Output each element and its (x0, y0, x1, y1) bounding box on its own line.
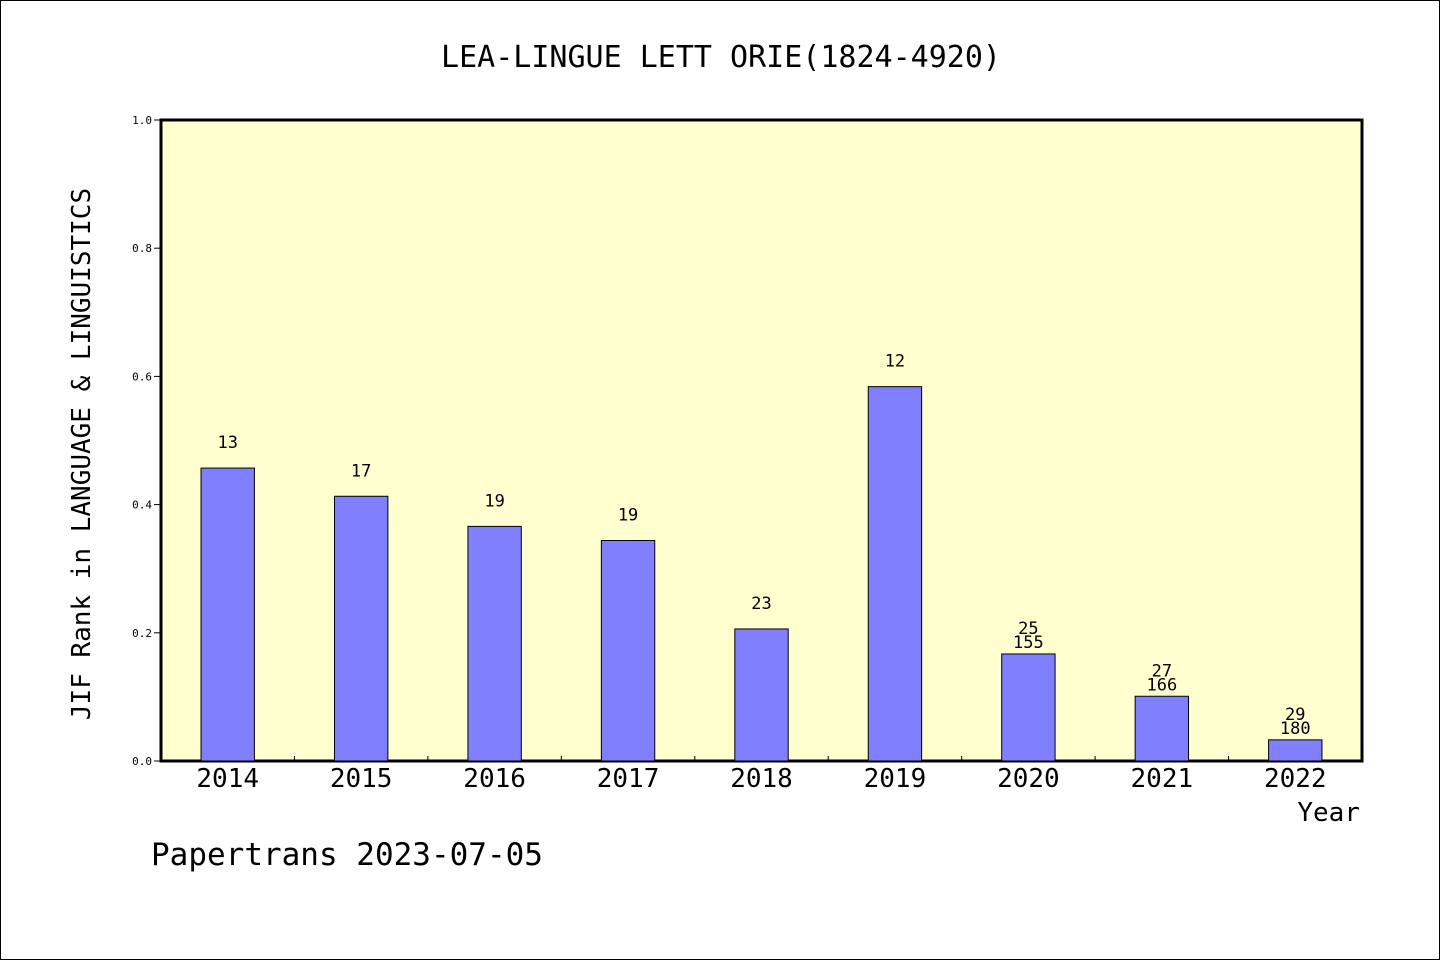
x-tick-label: 2017 (597, 764, 660, 794)
y-tick-label: 0.0 (132, 755, 152, 768)
bar-rank-label: 23 (751, 594, 771, 614)
bar (1134, 695, 1190, 762)
bar-rank-label: 19 (484, 491, 504, 511)
bar-total-label: 155 (1013, 633, 1044, 653)
bar-rank-label: 29 (1285, 705, 1305, 725)
bar (467, 525, 522, 762)
bar (867, 386, 923, 762)
x-axis: 2014 2015 2016 2017 2018 2019 2020 2021 2022 (196, 756, 1327, 794)
x-axis-label: Year (1297, 798, 1360, 828)
y-tick-label: 0.6 (132, 370, 152, 383)
bar-rank-label: 27 (1152, 661, 1172, 681)
x-tick-label: 2018 (730, 764, 793, 794)
x-tick-label: 2016 (463, 764, 526, 794)
bar (1268, 739, 1323, 762)
bar-rank-label: 19 (618, 505, 638, 525)
bar-rank-label: 17 (351, 461, 371, 481)
bar (600, 539, 656, 762)
x-tick-label: 2020 (997, 764, 1060, 794)
y-tick-label: 0.8 (132, 242, 152, 255)
bar (200, 467, 255, 762)
bar (734, 628, 789, 762)
bars-group (200, 386, 1323, 762)
y-tick-label: 0.2 (132, 627, 152, 640)
bar (333, 495, 389, 762)
y-tick-label: 1.0 (132, 114, 152, 127)
watermark-text: Papertrans 2023-07-05 (151, 837, 543, 873)
x-tick-label: 2019 (864, 764, 927, 794)
x-tick-label: 2015 (330, 764, 393, 794)
x-tick-label: 2021 (1131, 764, 1194, 794)
y-axis: 0.0 0.2 0.4 0.6 0.8 1.0 (132, 114, 161, 768)
bar (1001, 653, 1056, 762)
x-tick-label: 2022 (1264, 764, 1327, 794)
bar-total-label: 166 (1146, 675, 1177, 695)
y-tick-label: 0.4 (132, 499, 152, 512)
chart-title: LEA-LINGUE LETT ORIE(1824-4920) (441, 40, 1001, 75)
bar-rank-label: 13 (217, 433, 237, 453)
x-tick-label: 2014 (196, 764, 259, 794)
bar-rank-label: 25 (1018, 619, 1038, 639)
bar-rank-label: 12 (885, 352, 905, 372)
bar-total-label: 180 (1280, 719, 1311, 739)
y-axis-label: JIF Rank in LANGUAGE & LINGUISTICS (67, 188, 97, 720)
